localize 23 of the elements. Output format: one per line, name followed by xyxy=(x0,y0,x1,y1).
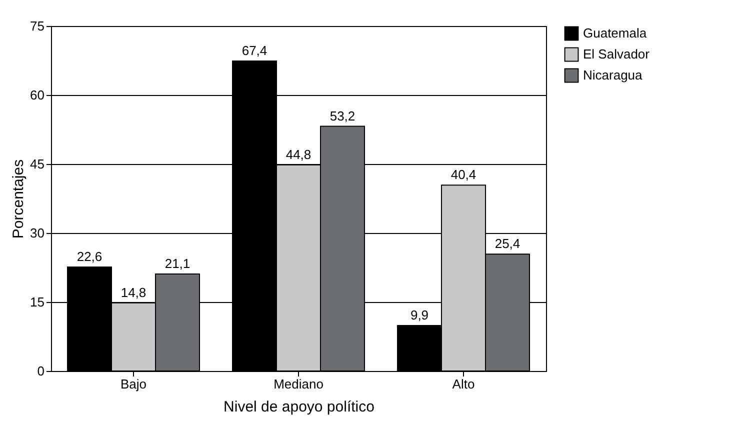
legend-label: Nicaragua xyxy=(583,68,644,82)
data-label: 25,4 xyxy=(494,236,520,252)
x-axis-title: Nivel de apoyo político xyxy=(224,398,374,416)
data-label: 44,8 xyxy=(286,146,312,162)
legend-label: El Salvador xyxy=(583,46,650,62)
y-tick-label: 15 xyxy=(30,294,44,310)
data-label: 21,1 xyxy=(164,256,190,271)
data-label: 14,8 xyxy=(120,284,146,300)
y-axis-title: Porcentajes xyxy=(10,159,28,239)
data-label: 53,2 xyxy=(330,108,356,124)
data-label: 40,4 xyxy=(450,167,476,182)
y-tick-label: 45 xyxy=(30,156,44,172)
x-tick-label: Bajo xyxy=(120,376,147,392)
x-tick-label: Alto xyxy=(452,376,475,392)
y-tick-label: 0 xyxy=(37,364,44,378)
y-tick-label: 30 xyxy=(30,226,44,240)
data-label: 22,6 xyxy=(76,249,102,264)
data-label: 67,4 xyxy=(242,42,268,58)
legend-label: Guatemala xyxy=(583,26,648,40)
y-tick-label: 60 xyxy=(30,88,44,102)
data-label: 9,9 xyxy=(410,307,429,322)
y-tick-label: 75 xyxy=(30,18,44,34)
x-tick-label: Mediano xyxy=(274,376,324,392)
